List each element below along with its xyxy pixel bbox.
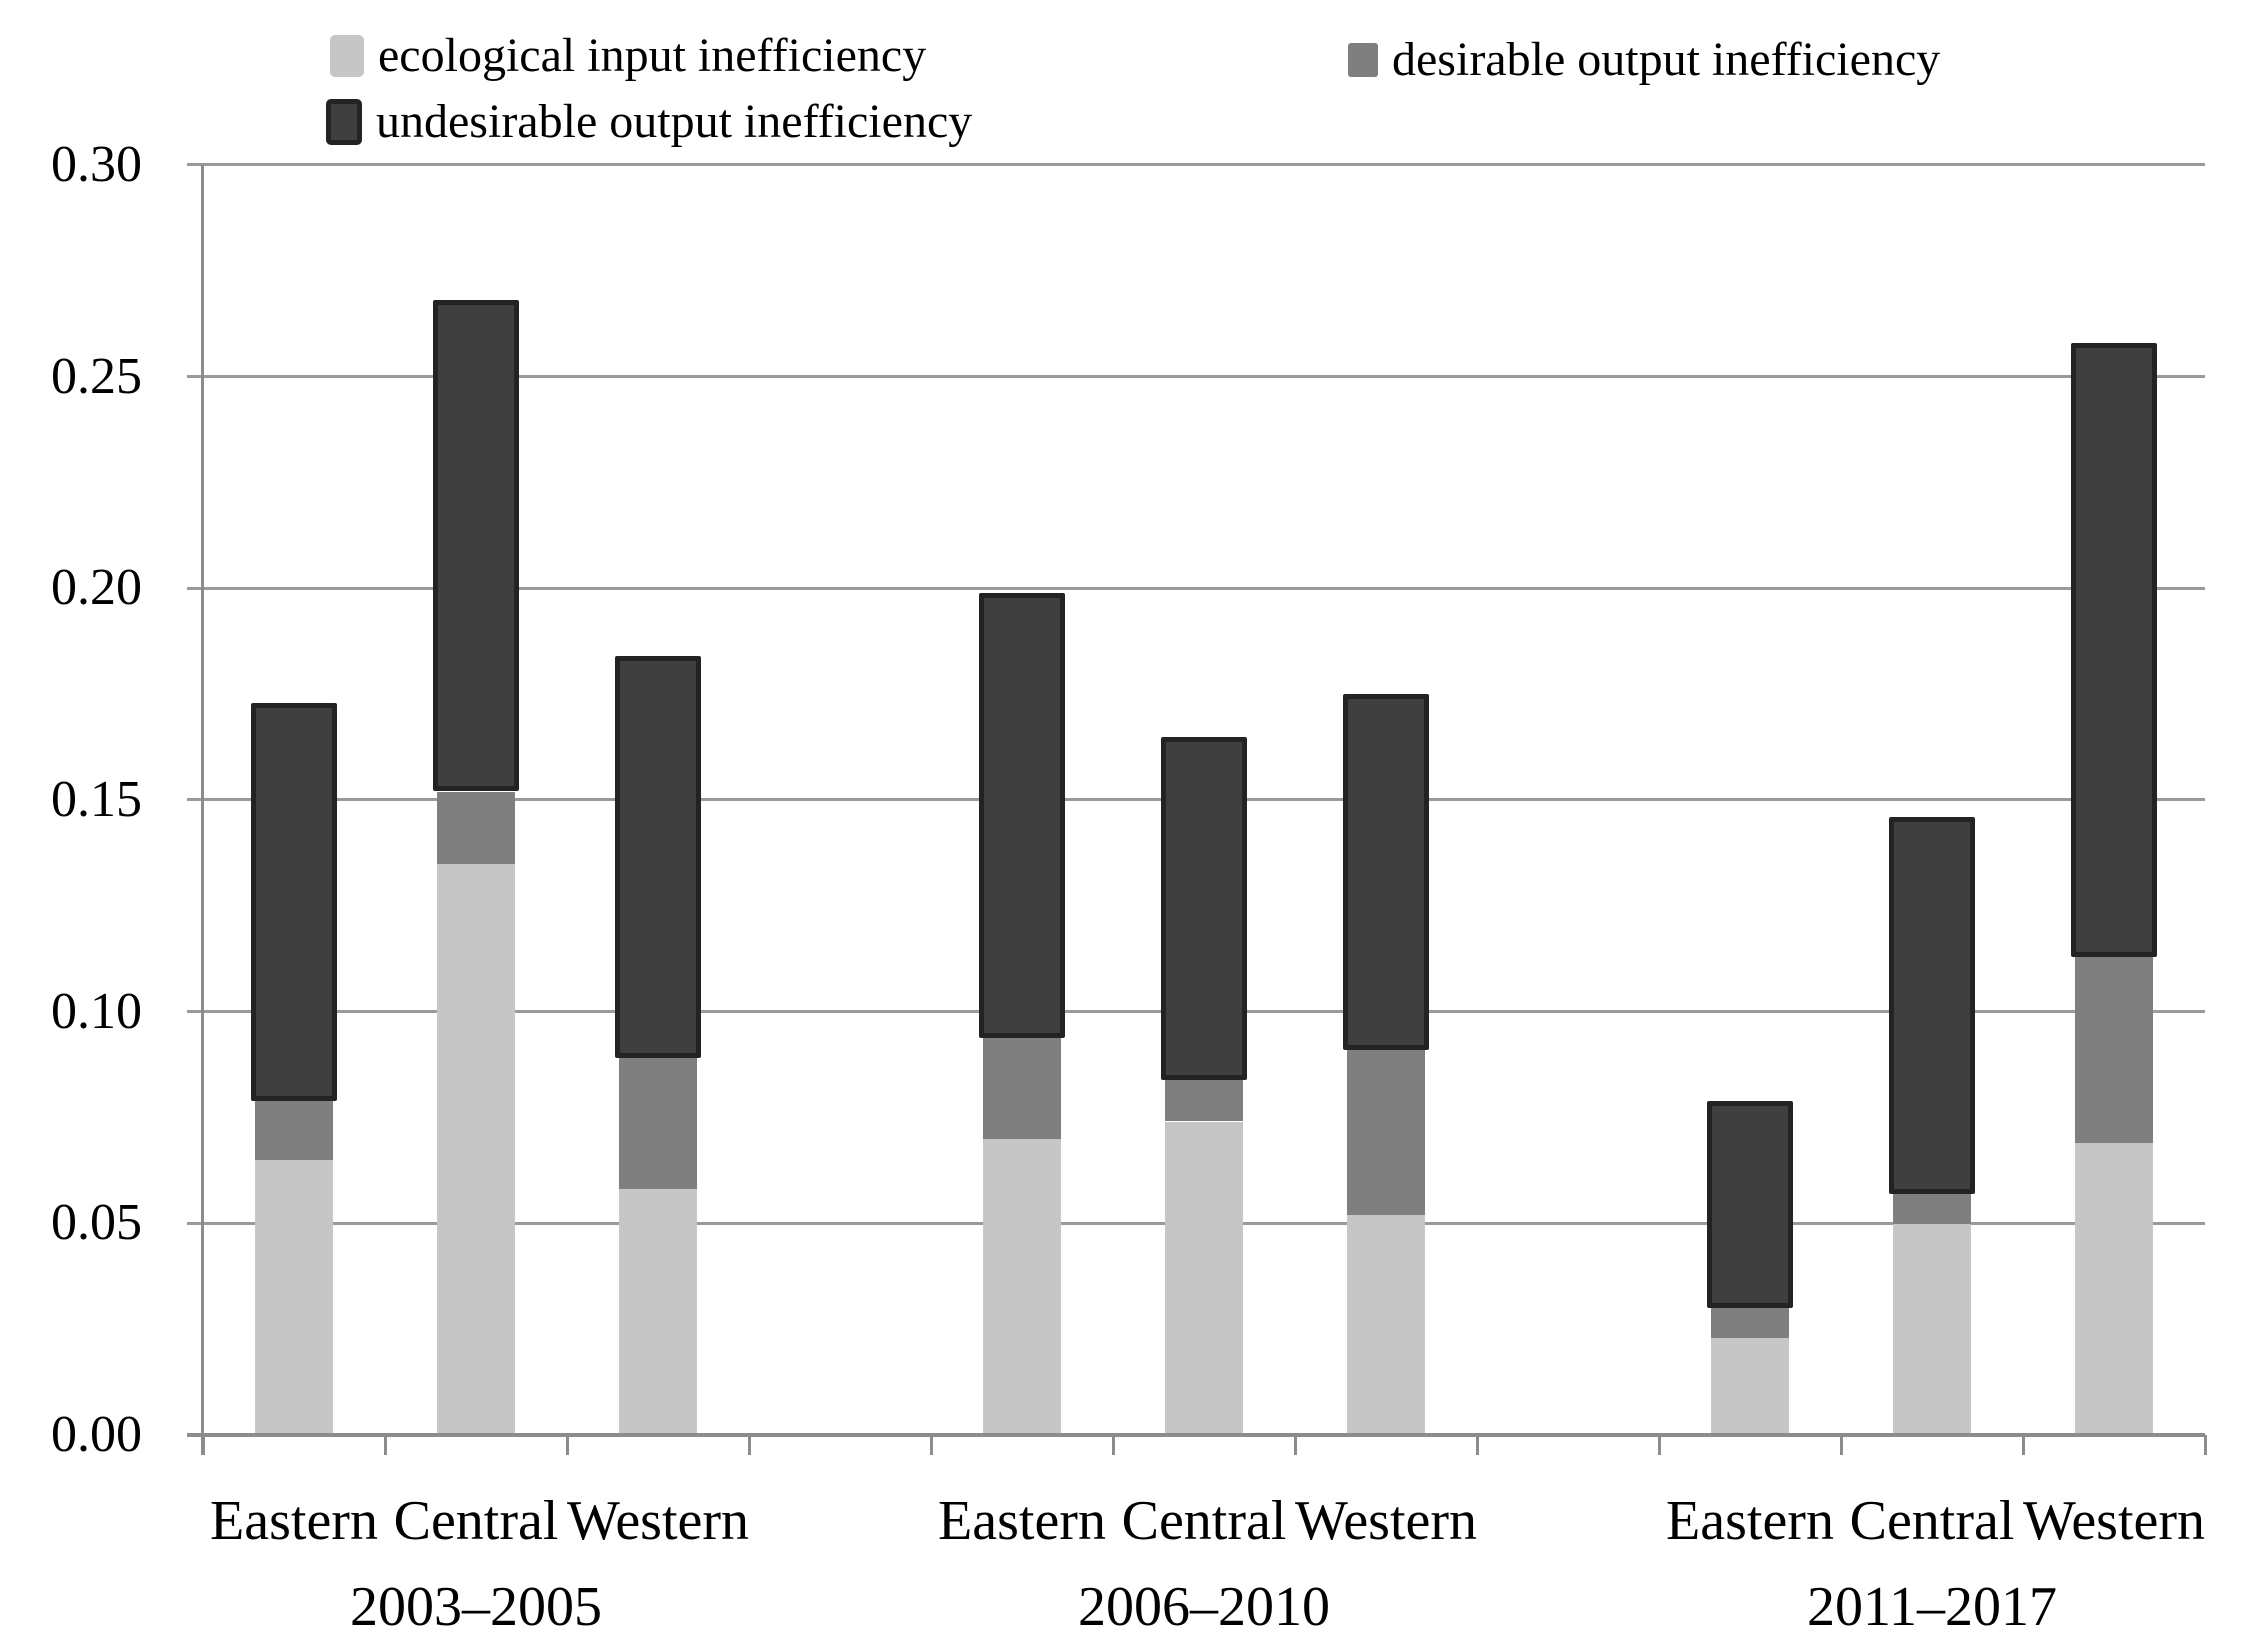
bar-segment-desirable [619, 1058, 697, 1189]
x-axis-region-label: Central [1849, 1490, 2015, 1552]
bar-segment-desirable [437, 792, 515, 864]
legend-label-ecological: ecological input inefficiency [378, 28, 927, 82]
x-axis-tick [1294, 1435, 1297, 1455]
x-axis-region-label: Central [393, 1490, 559, 1552]
legend-item-desirable: desirable output inefficiency [1348, 28, 1940, 92]
bar-segment-undesirable [433, 300, 519, 791]
gridline [187, 587, 2205, 590]
x-axis-region-label: Eastern [210, 1490, 378, 1552]
legend-item-ecological: ecological input inefficiency [330, 24, 926, 88]
bar-segment-ecological [1711, 1338, 1789, 1435]
bar-segment-undesirable [251, 703, 337, 1101]
x-axis-region-label: Western [2022, 1490, 2206, 1552]
legend-swatch-undesirable-icon [326, 99, 362, 145]
x-axis-tick [1476, 1435, 1479, 1455]
x-axis-tick [1840, 1435, 1843, 1455]
bar-segment-ecological [1165, 1122, 1243, 1435]
x-axis-tick [1112, 1435, 1115, 1455]
bar-segment-undesirable [2071, 343, 2157, 957]
x-axis-tick [2204, 1435, 2207, 1455]
x-axis-tick [202, 1435, 205, 1455]
bar-segment-desirable [255, 1101, 333, 1160]
x-axis-tick [1658, 1435, 1661, 1455]
bar-segment-undesirable [1343, 694, 1429, 1050]
bar-segment-undesirable [979, 593, 1065, 1038]
bar-segment-ecological [1347, 1215, 1425, 1435]
x-axis-region-label: Eastern [938, 1490, 1106, 1552]
gridline [187, 375, 2205, 378]
x-axis-tick [384, 1435, 387, 1455]
x-axis-line [187, 1433, 2205, 1437]
bar-segment-undesirable [1889, 817, 1975, 1194]
bar-segment-desirable [1347, 1050, 1425, 1215]
bar-segment-desirable [1165, 1079, 1243, 1121]
bar-segment-ecological [2075, 1143, 2153, 1435]
x-axis-tick [748, 1435, 751, 1455]
x-axis-period-label: 2003–2005 [350, 1576, 602, 1628]
x-axis-period-label: 2011–2017 [1807, 1576, 2057, 1628]
bar-segment-ecological [619, 1189, 697, 1435]
bar-segment-desirable [1893, 1194, 1971, 1224]
legend-swatch-ecological-icon [330, 35, 364, 77]
bar-segment-ecological [1893, 1223, 1971, 1435]
bar-segment-ecological [437, 863, 515, 1435]
bar-segment-undesirable [1707, 1101, 1793, 1308]
bar-segment-ecological [255, 1160, 333, 1435]
legend-item-undesirable: undesirable output inefficiency [326, 90, 972, 154]
y-axis-tick-label: 0.20 [51, 559, 142, 616]
x-axis-region-label: Western [566, 1490, 750, 1552]
bar-segment-desirable [983, 1037, 1061, 1139]
x-axis-region-label: Central [1121, 1490, 1287, 1552]
bar-segment-ecological [983, 1139, 1061, 1435]
legend-label-undesirable: undesirable output inefficiency [376, 94, 973, 148]
x-axis-tick [2022, 1435, 2025, 1455]
y-axis-tick-label: 0.15 [51, 771, 142, 828]
legend-swatch-desirable-icon [1348, 43, 1378, 77]
y-axis-tick-label: 0.30 [51, 136, 142, 193]
gridline [187, 163, 2205, 166]
bar-segment-undesirable [615, 656, 701, 1058]
x-axis-tick [566, 1435, 569, 1455]
bar-segment-undesirable [1161, 737, 1247, 1080]
y-axis-line [201, 165, 204, 1455]
x-axis-period-label: 2006–2010 [1078, 1576, 1330, 1628]
y-axis-tick-label: 0.05 [51, 1194, 142, 1251]
bar-segment-desirable [2075, 957, 2153, 1143]
bar-segment-desirable [1711, 1308, 1789, 1338]
x-axis-tick [930, 1435, 933, 1455]
legend-label-desirable: desirable output inefficiency [1392, 32, 1941, 86]
y-axis-tick-label: 0.25 [51, 348, 142, 405]
y-axis-tick-label: 0.00 [51, 1406, 142, 1463]
x-axis-region-label: Western [1294, 1490, 1478, 1552]
x-axis-region-label: Eastern [1666, 1490, 1834, 1552]
y-axis-tick-label: 0.10 [51, 983, 142, 1040]
